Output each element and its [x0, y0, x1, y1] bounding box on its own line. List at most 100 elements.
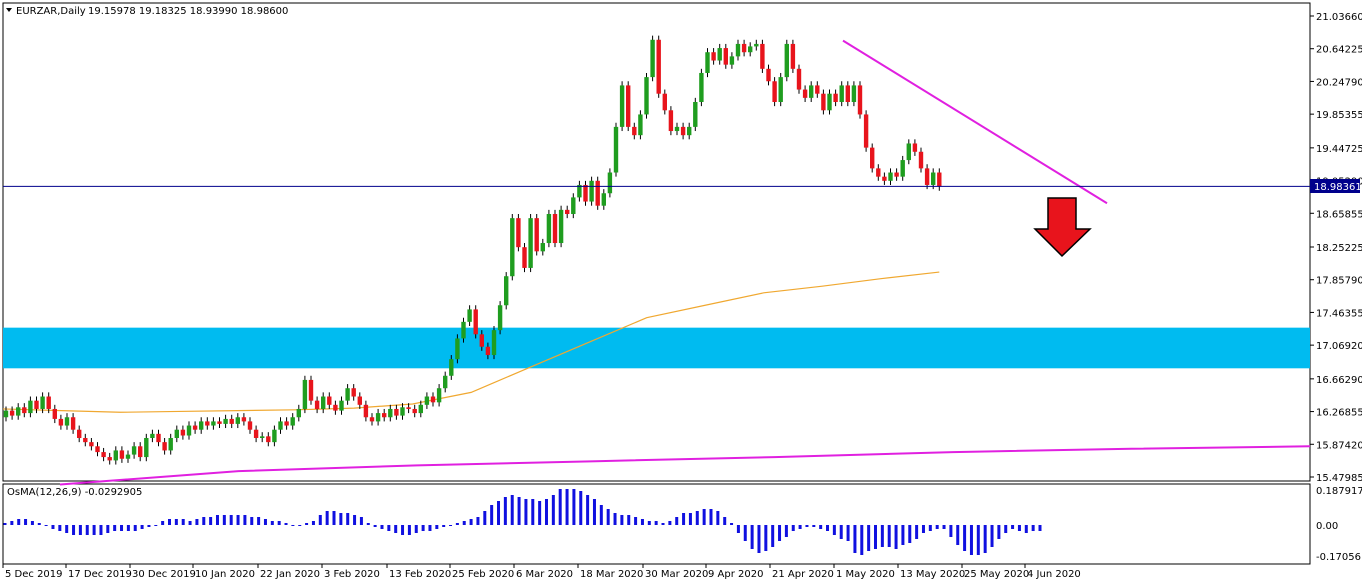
candle — [870, 143, 875, 173]
candle-body — [455, 338, 460, 360]
candle-body — [235, 417, 240, 424]
candle — [418, 400, 423, 418]
osma-bar — [318, 515, 322, 525]
candle-body — [924, 168, 930, 185]
candle-body — [827, 93, 832, 111]
osma-bar — [469, 519, 473, 525]
osma-bar — [85, 525, 89, 535]
x-tick-label: 13 May 2020 — [900, 569, 965, 580]
candle — [83, 433, 88, 447]
candle-body — [375, 413, 381, 422]
osma-bar — [661, 523, 665, 525]
osma-bar — [1024, 525, 1028, 533]
osma-bar — [414, 525, 418, 533]
osma-bar — [373, 525, 377, 527]
osma-bar — [277, 521, 281, 525]
osma-bar — [394, 525, 398, 533]
candle — [552, 209, 558, 248]
candle — [467, 305, 472, 326]
candle — [583, 180, 588, 206]
candle-body — [296, 408, 301, 418]
candle-body — [253, 429, 259, 438]
osma-bar — [10, 521, 14, 525]
osma-bar — [983, 525, 987, 553]
candle-body — [131, 446, 137, 455]
osma-bar — [654, 521, 658, 525]
candle — [174, 425, 179, 443]
osma-bar — [174, 519, 178, 525]
candle-body — [699, 72, 704, 102]
candle-body — [815, 85, 820, 94]
osma-bar — [524, 499, 528, 525]
candle-body — [565, 209, 570, 214]
candle — [400, 403, 405, 420]
candle-body — [833, 93, 838, 102]
candle-body — [497, 305, 503, 331]
osma-bar — [455, 523, 459, 525]
candle — [46, 392, 51, 414]
candle — [436, 384, 442, 407]
candle — [321, 392, 326, 414]
candle — [900, 155, 905, 181]
candle — [119, 446, 125, 463]
candle-body — [9, 410, 15, 416]
candle-body — [156, 433, 161, 443]
candle-body — [900, 160, 905, 177]
osma-bar — [140, 525, 144, 529]
candle-body — [504, 276, 509, 306]
candle-body — [3, 410, 9, 418]
osma-bar — [579, 491, 583, 525]
candle-body — [223, 418, 228, 424]
candle — [863, 110, 869, 152]
candle — [876, 164, 881, 181]
y-tick-label: 15.47985 — [1316, 473, 1362, 484]
candle — [760, 39, 765, 73]
candle — [784, 39, 789, 82]
osma-bar — [606, 509, 610, 525]
collapse-triangle-icon[interactable] — [6, 8, 12, 12]
x-tick-label: 10 Jan 2020 — [195, 569, 255, 580]
candle — [809, 81, 814, 102]
osma-bar — [894, 525, 898, 549]
ohlc-readout: 19.15978 19.18325 18.93990 18.98600 — [88, 6, 288, 17]
candle-body — [485, 346, 491, 356]
candle-body — [125, 454, 131, 459]
candle-body — [278, 421, 283, 430]
candle — [412, 404, 417, 418]
candle — [296, 404, 301, 422]
candle-body — [601, 193, 606, 206]
candle-body — [192, 425, 198, 430]
candle — [754, 39, 759, 51]
candle-body — [534, 218, 539, 252]
candle — [687, 122, 692, 140]
candle — [363, 400, 369, 422]
osma-bar — [730, 523, 734, 525]
candle-body — [802, 89, 808, 98]
candle — [851, 81, 857, 107]
osma-bar — [65, 525, 69, 533]
candle — [821, 89, 826, 115]
osma-bar — [613, 513, 617, 525]
candle-body — [577, 184, 582, 198]
candle-body — [107, 457, 112, 461]
candle-body — [217, 421, 222, 424]
osma-bar — [113, 525, 117, 531]
osma-bar — [778, 525, 782, 541]
candle-body — [790, 43, 796, 69]
osma-bar — [908, 525, 912, 543]
osma-bar — [58, 525, 62, 531]
osma-bar — [332, 511, 336, 525]
candle — [729, 52, 735, 69]
candle — [357, 392, 362, 409]
osma-bar — [243, 515, 247, 525]
osma-bar — [839, 525, 843, 539]
candle — [912, 139, 918, 156]
osma-bar — [24, 519, 28, 525]
candle — [211, 417, 216, 430]
candle-body — [205, 421, 210, 426]
osma-bar — [805, 525, 809, 527]
candle — [89, 437, 94, 451]
x-tick-label: 25 May 2020 — [964, 569, 1029, 580]
candle — [180, 425, 186, 440]
candle — [64, 413, 70, 430]
